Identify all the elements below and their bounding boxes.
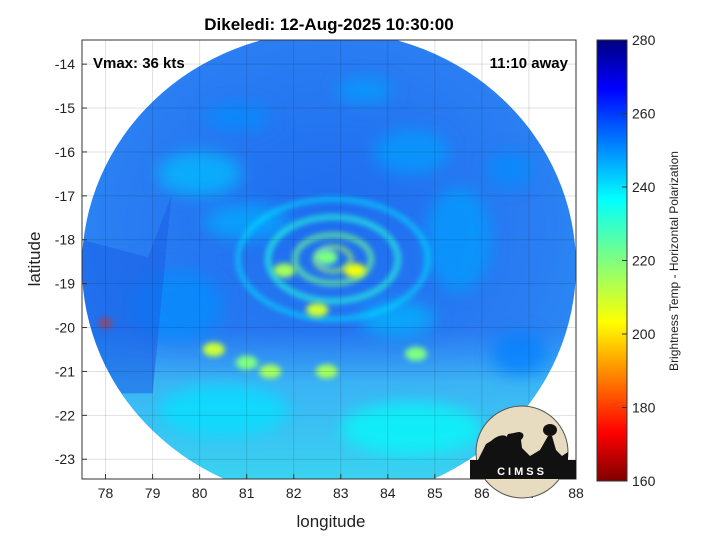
- x-tick-label: 81: [239, 485, 255, 501]
- satellite-dish-icon-2: [506, 432, 524, 444]
- y-tick-label: -14: [55, 56, 75, 72]
- y-tick-label: -22: [55, 407, 75, 423]
- spiral-band: [236, 197, 430, 322]
- plot-area: [82, 40, 576, 479]
- feature-point: [315, 364, 338, 379]
- colorbar-ticks: 280 260 240 220 200 180 160: [622, 32, 656, 489]
- y-axis: -14 -15 -16 -17 -18 -19 -20 -21 -22 -23: [55, 56, 87, 467]
- cloud-blob: [204, 103, 271, 130]
- cloud-blob: [336, 77, 393, 104]
- satellite-dish-icon: [488, 435, 508, 449]
- swath: [82, 40, 576, 479]
- spiral-band: [313, 245, 353, 274]
- y-tick-label: -17: [55, 188, 75, 204]
- logo-base: [470, 460, 576, 479]
- y-tick-label: -15: [55, 100, 75, 116]
- x-tick-label: 80: [192, 485, 208, 501]
- cloud-blob: [491, 331, 548, 376]
- colorbar-tick-label: 160: [632, 473, 656, 489]
- cloud-blob: [425, 187, 492, 293]
- x-tick-label: 84: [380, 485, 396, 501]
- x-tick-label: 85: [427, 485, 443, 501]
- spiral-band: [265, 214, 401, 304]
- colorbar-tick-label: 280: [632, 32, 656, 48]
- cloud-blob: [373, 129, 449, 174]
- x-tick-label: 86: [474, 485, 490, 501]
- cloud-blob: [157, 151, 242, 196]
- cloud-blob: [340, 402, 482, 455]
- feature-point: [405, 346, 428, 361]
- water-tower-icon: [543, 424, 557, 436]
- chart-title: Dikeledi: 12-Aug-2025 10:30:00: [204, 15, 453, 34]
- y-tick-label: -23: [55, 451, 75, 467]
- vmax-annotation: Vmax: 36 kts: [93, 55, 185, 72]
- cloud-blob: [157, 384, 290, 438]
- feature-point: [235, 355, 258, 370]
- y-tick-label: -19: [55, 276, 75, 292]
- y-axis-label: latitude: [25, 232, 44, 287]
- colorbar-label: Brightness Temp - Horizontal Polarizatio…: [667, 151, 681, 371]
- feature-point: [343, 263, 366, 278]
- logo-text: CIMSS: [497, 466, 547, 478]
- y-tick-label: -20: [55, 320, 75, 336]
- cloud-blob: [486, 151, 534, 188]
- y-tick-label: -16: [55, 144, 75, 160]
- feature-point: [259, 364, 282, 379]
- swath-left-edge: [82, 195, 172, 394]
- colorbar-tick-label: 220: [632, 253, 656, 269]
- colorbar-tick-label: 260: [632, 106, 656, 122]
- x-axis-label: longitude: [296, 512, 365, 531]
- colorbar-tick-label: 180: [632, 400, 656, 416]
- spiral-band: [292, 232, 374, 286]
- feature-point: [306, 302, 329, 317]
- y-tick-label: -21: [55, 363, 75, 379]
- x-tick-label: 83: [333, 485, 349, 501]
- x-tick-label: 82: [286, 485, 302, 501]
- x-tick-label: 88: [568, 485, 584, 501]
- cloud-blob: [359, 301, 435, 337]
- colorbar-tick-label: 240: [632, 179, 656, 195]
- x-tick-label: 79: [145, 485, 161, 501]
- eye-spiral: [236, 197, 430, 322]
- y-tick-label: -18: [55, 232, 75, 248]
- feature-point: [315, 250, 338, 265]
- feature-point: [202, 342, 225, 357]
- colorbar-tick-label: 200: [632, 326, 656, 342]
- convective-features: [98, 250, 428, 379]
- cimss-logo: CIMSS: [470, 405, 576, 499]
- feature-point: [273, 263, 296, 278]
- time-away-annotation: 11:10 away: [490, 55, 569, 72]
- x-tick-label: 78: [98, 485, 114, 501]
- plot-frame: [81, 39, 577, 480]
- logo-silhouette: [478, 432, 568, 460]
